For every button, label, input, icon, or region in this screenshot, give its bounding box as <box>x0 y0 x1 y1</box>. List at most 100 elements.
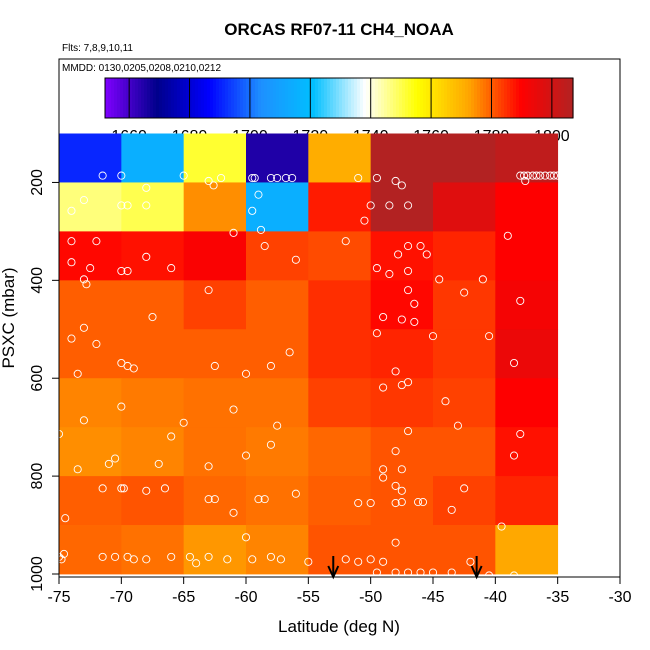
heatmap-cell <box>495 476 559 526</box>
colorbar-segment <box>222 78 226 118</box>
colorbar-segment <box>546 78 550 118</box>
sample-point <box>372 568 381 577</box>
sample-point <box>167 552 176 561</box>
heatmap-cell <box>183 525 247 575</box>
sample-point <box>204 462 213 471</box>
heatmap-cell <box>308 525 372 575</box>
colorbar-segment <box>414 78 418 118</box>
sample-point <box>260 495 269 504</box>
sample-point <box>281 173 290 183</box>
colorbar-segment <box>159 78 163 118</box>
colorbar-segment <box>210 78 214 118</box>
heatmap-cell <box>183 378 247 428</box>
sample-point <box>379 473 388 482</box>
colorbar-segment <box>276 78 280 118</box>
colorbar-segment <box>393 78 397 118</box>
colorbar-segment <box>192 78 196 118</box>
heatmap-cell <box>433 280 496 330</box>
sample-point <box>248 555 257 564</box>
colorbar-segment <box>219 78 223 118</box>
sample-point <box>79 416 88 425</box>
colorbar-segment <box>567 78 571 118</box>
sample-point <box>86 264 95 273</box>
sample-point <box>266 440 275 449</box>
colorbar-segment <box>387 78 391 118</box>
sample-point <box>254 495 263 504</box>
colorbar-segment <box>528 78 532 118</box>
sample-point <box>453 421 462 430</box>
x-tick-label: -45 <box>421 589 444 606</box>
sample-point <box>391 367 400 376</box>
heatmap-cell <box>308 476 372 526</box>
sample-point <box>160 484 170 493</box>
heatmap-cell <box>246 427 309 477</box>
heatmap-cell <box>495 329 559 379</box>
colorbar-segment <box>402 78 406 118</box>
x-axis-label: Latitude (deg N) <box>278 617 400 636</box>
sample-point <box>117 266 126 276</box>
colorbar-segment <box>375 78 379 118</box>
heatmap-cell <box>246 525 309 575</box>
colorbar-segment <box>411 78 415 118</box>
sample-point <box>92 237 101 246</box>
colorbar-segment <box>537 78 541 118</box>
colorbar-segment <box>147 78 151 118</box>
colorbar-segment <box>330 78 334 118</box>
colorbar-segment <box>114 78 118 118</box>
sample-point <box>516 429 525 439</box>
sample-point <box>254 190 263 199</box>
sample-point <box>260 242 269 251</box>
y-axis-label: PSXC (mbar) <box>0 267 18 368</box>
colorbar-segment <box>453 78 457 118</box>
sample-point <box>142 486 151 495</box>
sample-point <box>79 196 88 205</box>
colorbar-segment <box>294 78 298 118</box>
colorbar-segment <box>531 78 535 118</box>
sample-point <box>478 275 487 284</box>
sample-point <box>391 176 400 186</box>
colorbar-segment <box>144 78 148 118</box>
colorbar-segment <box>300 78 304 118</box>
sample-point <box>509 571 519 580</box>
colorbar-segment <box>270 78 274 118</box>
sample-point <box>354 557 363 566</box>
sample-point <box>209 181 218 190</box>
colorbar-segment <box>456 78 460 118</box>
sample-point <box>248 173 257 183</box>
sample-point <box>394 250 403 259</box>
sample-point <box>229 508 238 517</box>
colorbar-segment <box>570 78 574 118</box>
colorbar-segment <box>540 78 544 118</box>
colorbar-segment <box>342 78 346 118</box>
heatmap-cell <box>121 427 185 477</box>
colorbar-segment <box>246 78 250 118</box>
heatmap-cell <box>121 133 185 183</box>
sample-point <box>410 317 419 326</box>
colorbar-segment <box>150 78 154 118</box>
x-tick-label: -50 <box>359 589 382 606</box>
colorbar-segment <box>390 78 394 118</box>
colorbar-segment <box>366 78 370 118</box>
colorbar-segment <box>174 78 178 118</box>
sample-point <box>397 315 406 324</box>
colorbar-segment <box>426 78 430 118</box>
colorbar-segment <box>360 78 364 118</box>
sample-point <box>447 505 456 514</box>
sample-point <box>73 465 82 474</box>
sample-point <box>248 206 257 215</box>
colorbar-segment <box>291 78 295 118</box>
colorbar-segment <box>381 78 385 118</box>
x-tick-label: -40 <box>484 589 507 606</box>
heatmap-cell <box>308 329 372 379</box>
colorbar-segment <box>108 78 112 118</box>
colorbar-segment <box>111 78 115 118</box>
sample-point <box>185 552 194 561</box>
colorbar-segment <box>243 78 247 118</box>
sample-point <box>179 171 188 180</box>
colorbar-segment <box>297 78 301 118</box>
sample-point <box>509 451 519 460</box>
heatmap-cell <box>59 280 122 330</box>
x-tick-label: -30 <box>608 589 631 606</box>
heatmap-cell <box>495 182 559 232</box>
